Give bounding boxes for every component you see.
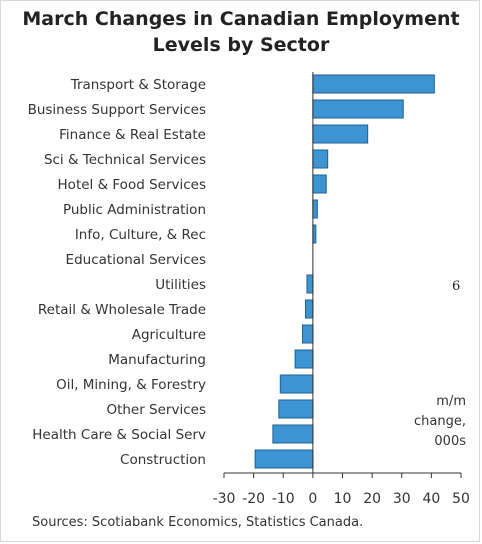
bar [312, 74, 435, 94]
chart-title-line-2: Levels by Sector [152, 34, 330, 56]
x-tick-label: 50 [452, 491, 470, 507]
category-label: Oil, Mining, & Forestry [56, 377, 206, 393]
category-label: Finance & Real Estate [59, 127, 206, 143]
category-label: Agriculture [132, 327, 206, 343]
bar [312, 199, 318, 219]
bar [312, 174, 327, 194]
category-label: Construction [120, 452, 206, 468]
bar [254, 449, 314, 469]
category-label: Transport & Storage [70, 77, 206, 93]
unit-label: m/m change, 000s [386, 392, 466, 452]
chart-title: March Changes in Canadian Employment Lev… [0, 6, 482, 58]
x-tick-label: -30 [213, 491, 236, 507]
category-label: Hotel & Food Services [58, 177, 206, 193]
unit-label-line-1: m/m [436, 394, 466, 409]
bar [312, 99, 404, 119]
x-axis: -30 -20 -10 0 10 20 30 40 50 [213, 72, 470, 507]
x-tick-label: 10 [334, 491, 352, 507]
category-label: Other Services [106, 402, 206, 418]
chart-title-line-1: March Changes in Canadian Employment [22, 8, 460, 30]
unit-label-line-3: 000s [434, 434, 466, 449]
x-tick-label: -20 [242, 491, 265, 507]
source-note: Sources: Scotiabank Economics, Statistic… [32, 515, 364, 530]
stray-mark: 6 [452, 279, 461, 294]
x-tick-label: 30 [393, 491, 411, 507]
x-tick-label: -10 [272, 491, 295, 507]
category-label: Educational Services [66, 252, 206, 268]
bar [294, 349, 314, 369]
category-label: Health Care & Social Serv [32, 427, 206, 443]
bar [312, 124, 369, 144]
category-label: Public Administration [63, 202, 206, 218]
category-label: Sci & Technical Services [44, 152, 206, 168]
x-tick-label: 0 [308, 491, 317, 507]
bar [302, 324, 314, 344]
x-tick-label: 40 [422, 491, 440, 507]
unit-label-line-2: change, [414, 414, 466, 429]
bar [278, 399, 314, 419]
category-label: Retail & Wholesale Trade [38, 302, 206, 318]
category-label: Manufacturing [108, 352, 206, 368]
category-label: Utilities [155, 277, 206, 293]
bar [312, 149, 329, 169]
bar [272, 424, 314, 444]
x-tick-label: 20 [363, 491, 381, 507]
category-labels: Transport & Storage Business Support Serv… [28, 77, 206, 468]
bar [306, 274, 314, 294]
category-label: Info, Culture, & Rec [75, 227, 206, 243]
category-label: Business Support Services [28, 102, 206, 118]
bar [304, 299, 314, 319]
bar [279, 374, 314, 394]
